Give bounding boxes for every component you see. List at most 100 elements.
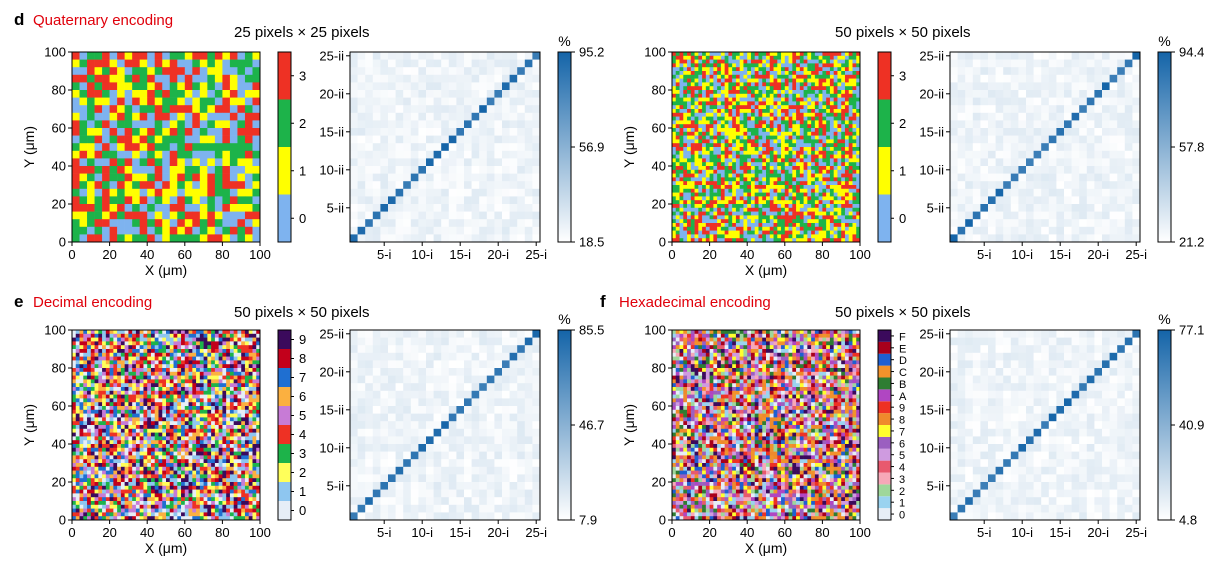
off-diagonal-cell — [365, 188, 374, 197]
off-diagonal-cell — [418, 59, 427, 68]
map-pixel — [150, 352, 156, 357]
map-pixel — [792, 131, 797, 136]
map-pixel — [814, 109, 819, 114]
map-pixel — [799, 173, 804, 178]
map-pixel — [672, 200, 677, 205]
map-pixel — [203, 337, 208, 342]
map-pixel — [807, 135, 812, 140]
map-pixel — [833, 93, 838, 98]
map-pixel — [796, 97, 801, 102]
map-pixel — [747, 97, 752, 102]
map-pixel — [683, 78, 688, 83]
map-pixel — [713, 128, 718, 133]
map-pixel — [679, 63, 684, 68]
off-diagonal-cell — [418, 188, 427, 197]
map-pixel — [702, 219, 707, 224]
map-pixel — [788, 234, 793, 239]
map-pixel — [799, 71, 804, 76]
map-pixel — [196, 352, 201, 357]
legend-frame — [877, 51, 892, 243]
map-pixel — [139, 135, 148, 144]
map-pixel — [799, 158, 804, 163]
off-diagonal-cell — [494, 173, 503, 182]
map-pixel — [188, 349, 193, 354]
map-pixel — [796, 177, 801, 182]
map-pixel — [841, 82, 846, 87]
off-diagonal-cell — [426, 196, 434, 205]
off-diagonal-cell — [1010, 112, 1019, 121]
map-pixel — [244, 360, 250, 365]
off-diagonal-cell — [433, 166, 442, 174]
map-pixel — [207, 150, 216, 159]
map-pixel — [822, 105, 827, 110]
map-pixel — [826, 131, 831, 136]
map-pixel — [784, 59, 789, 64]
map-pixel — [237, 360, 242, 365]
map-pixel — [709, 135, 714, 140]
map-pixel — [694, 74, 699, 79]
map-pixel — [72, 135, 80, 144]
map-pixel — [102, 82, 110, 91]
map-pixel — [848, 150, 853, 155]
map-pixel — [702, 169, 707, 174]
map-pixel — [154, 356, 159, 361]
map-pixel — [781, 93, 786, 98]
map-pixel — [799, 135, 804, 140]
off-diagonal-cell — [357, 181, 366, 190]
map-pixel — [702, 105, 707, 110]
map-pixel — [747, 196, 752, 201]
map-pixel — [679, 181, 684, 186]
y-tick-label: 15-ii — [319, 124, 344, 139]
off-diagonal-cell — [532, 112, 541, 121]
map-pixel — [807, 120, 812, 125]
map-pixel — [147, 352, 152, 357]
map-pixel — [222, 120, 231, 129]
map-pixel — [252, 52, 261, 60]
map-pixel — [229, 234, 238, 243]
map-pixel — [792, 188, 797, 193]
map-pixel — [766, 238, 771, 243]
off-diagonal-cell — [1124, 67, 1133, 76]
map-pixel — [683, 86, 688, 91]
map-pixel — [222, 226, 231, 235]
map-pixel — [169, 67, 178, 76]
map-pixel — [109, 181, 118, 190]
map-pixel — [792, 120, 797, 125]
off-diagonal-cell — [1048, 226, 1057, 235]
map-pixel — [848, 82, 853, 87]
map-pixel — [844, 116, 850, 121]
map-pixel — [777, 185, 782, 190]
map-pixel — [766, 67, 771, 72]
map-pixel — [177, 341, 182, 346]
off-diagonal-cell — [471, 188, 480, 197]
map-pixel — [135, 360, 140, 365]
off-diagonal-cell — [980, 82, 989, 91]
map-pixel — [717, 139, 722, 144]
map-pixel — [743, 173, 748, 178]
off-diagonal-cell — [494, 219, 503, 228]
map-pixel — [818, 158, 823, 163]
map-pixel — [147, 97, 156, 106]
map-pixel — [814, 63, 819, 68]
off-diagonal-cell — [950, 219, 958, 228]
off-diagonal-cell — [509, 105, 518, 114]
off-diagonal-cell — [350, 59, 358, 68]
off-diagonal-cell — [350, 52, 358, 60]
map-pixel — [229, 330, 234, 335]
off-diagonal-cell — [524, 226, 533, 235]
map-pixel — [702, 147, 707, 152]
map-pixel — [105, 352, 110, 357]
map-pixel — [844, 67, 850, 72]
map-pixel — [102, 120, 110, 129]
off-diagonal-cell — [1041, 135, 1050, 144]
map-pixel — [702, 192, 707, 197]
map-pixel — [173, 330, 178, 335]
off-diagonal-cell — [1003, 219, 1012, 228]
map-pixel — [705, 173, 710, 178]
map-pixel — [709, 93, 714, 98]
map-pixel — [694, 109, 699, 114]
off-diagonal-cell — [448, 158, 457, 167]
map-pixel — [758, 112, 763, 117]
map-pixel — [818, 71, 823, 76]
off-diagonal-cell — [365, 226, 374, 235]
